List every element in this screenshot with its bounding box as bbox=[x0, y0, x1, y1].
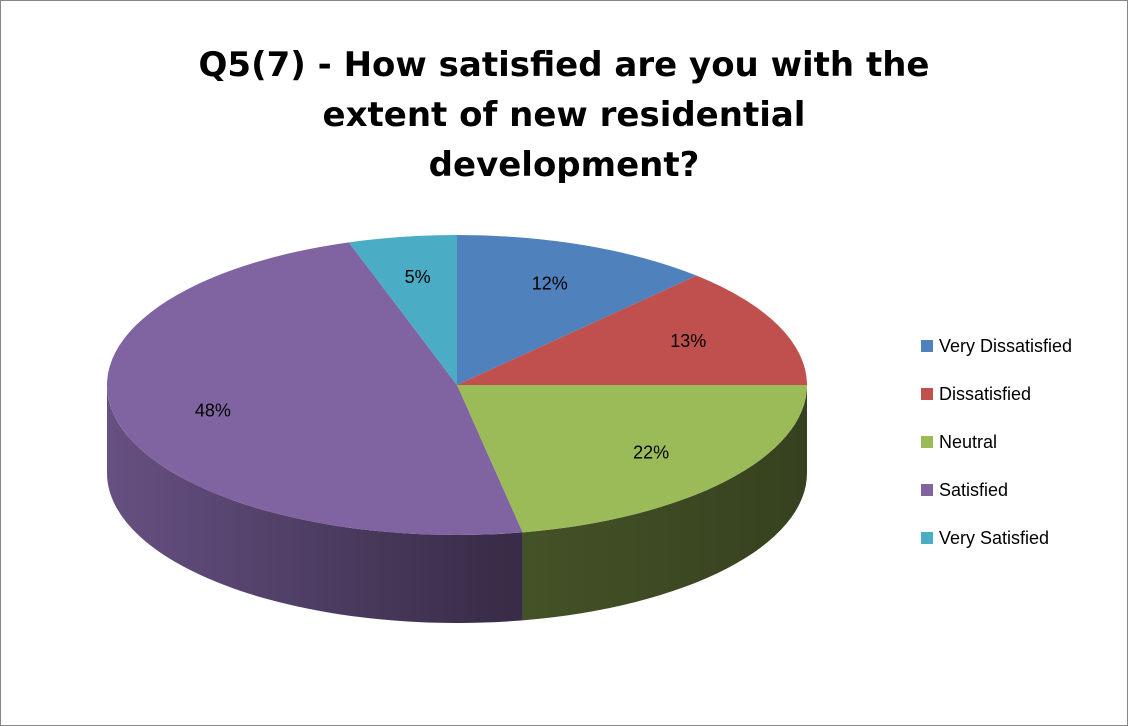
slice-side bbox=[107, 385, 523, 623]
slice bbox=[457, 275, 807, 385]
data-label: 5% bbox=[405, 267, 431, 287]
legend-swatch bbox=[921, 484, 933, 496]
slice-side bbox=[522, 385, 807, 621]
data-label: 12% bbox=[532, 273, 568, 293]
legend-label: Satisfied bbox=[939, 480, 1008, 500]
slice bbox=[457, 235, 697, 385]
legend-label: Dissatisfied bbox=[939, 384, 1031, 404]
slice bbox=[348, 235, 457, 385]
chart-title: Q5(7) - How satisfied are you with the e… bbox=[198, 45, 930, 185]
legend-label: Very Satisfied bbox=[939, 528, 1049, 548]
legend-swatch bbox=[921, 436, 933, 448]
data-label: 22% bbox=[633, 443, 669, 463]
legend-label: Very Dissatisfied bbox=[939, 336, 1072, 356]
legend-swatch bbox=[921, 388, 933, 400]
slice bbox=[106, 242, 523, 535]
legend-label: Neutral bbox=[939, 432, 997, 452]
slice bbox=[457, 385, 807, 533]
data-label: 48% bbox=[195, 401, 231, 421]
legend-swatch bbox=[921, 340, 933, 352]
data-label: 13% bbox=[670, 331, 706, 351]
legend-swatch bbox=[921, 532, 933, 544]
